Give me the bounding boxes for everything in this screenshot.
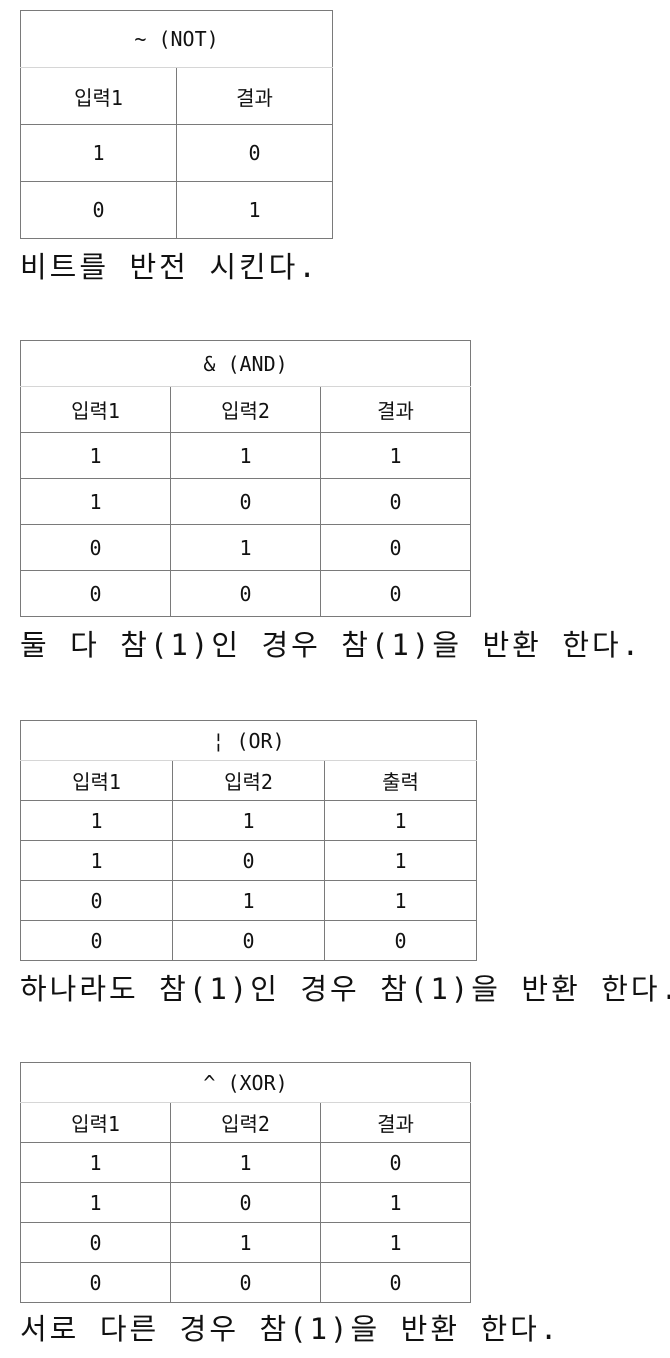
table-row: 1 1 0 <box>20 1142 472 1183</box>
table-header-row: 입력1 입력2 출력 <box>20 760 478 801</box>
table-cell: 0 <box>319 570 472 617</box>
table-cell: 1 <box>20 1142 171 1183</box>
table-caption-row: ¦ (OR) <box>19 720 478 761</box>
xor-section: ^ (XOR) 입력1 입력2 결과 1 1 0 1 0 1 0 1 1 0 0… <box>19 1062 472 1303</box>
table-cell: 0 <box>170 1262 321 1303</box>
xor-description: 서로 다른 경우 참(1)을 반환 한다. <box>20 1312 561 1346</box>
table-caption: ¦ (OR) <box>19 720 478 761</box>
table-row: 0 1 <box>20 181 334 239</box>
table-cell: 1 <box>319 432 472 479</box>
table-cell: 1 <box>170 432 321 479</box>
column-header: 입력2 <box>170 386 321 433</box>
xor-truth-table: ^ (XOR) 입력1 입력2 결과 1 1 0 1 0 1 0 1 1 0 0… <box>19 1062 472 1303</box>
table-cell: 1 <box>323 800 478 841</box>
column-header: 출력 <box>323 760 478 801</box>
table-cell: 1 <box>172 880 325 921</box>
and-truth-table: & (AND) 입력1 입력2 결과 1 1 1 1 0 0 0 1 0 0 0… <box>19 340 472 617</box>
table-row: 0 0 0 <box>20 920 478 961</box>
column-header: 결과 <box>319 1102 472 1143</box>
table-cell: 0 <box>323 920 478 961</box>
table-cell: 0 <box>20 880 173 921</box>
table-cell: 0 <box>20 524 171 571</box>
table-row: 0 0 0 <box>20 570 472 617</box>
table-header-row: 입력1 입력2 결과 <box>20 1102 472 1143</box>
table-cell: 0 <box>170 478 321 525</box>
table-caption-row: & (AND) <box>19 340 472 387</box>
table-cell: 1 <box>170 1142 321 1183</box>
table-cell: 1 <box>20 478 171 525</box>
table-cell: 0 <box>170 1182 321 1223</box>
table-row: 0 1 1 <box>20 1222 472 1263</box>
table-cell: 0 <box>170 570 321 617</box>
table-row: 1 1 1 <box>20 800 478 841</box>
column-header: 입력1 <box>20 386 171 433</box>
table-cell: 1 <box>323 840 478 881</box>
table-row: 1 0 1 <box>20 1182 472 1223</box>
table-caption: & (AND) <box>19 340 472 387</box>
table-row: 1 0 1 <box>20 840 478 881</box>
table-row: 0 1 0 <box>20 524 472 571</box>
column-header: 입력2 <box>170 1102 321 1143</box>
table-cell: 0 <box>319 478 472 525</box>
table-cell: 0 <box>20 1262 171 1303</box>
table-header-row: 입력1 결과 <box>20 67 334 125</box>
table-cell: 0 <box>319 524 472 571</box>
or-section: ¦ (OR) 입력1 입력2 출력 1 1 1 1 0 1 0 1 1 0 0 … <box>19 720 478 961</box>
table-cell: 1 <box>20 124 177 182</box>
table-cell: 0 <box>20 920 173 961</box>
table-row: 0 1 1 <box>20 880 478 921</box>
table-cell: 1 <box>323 880 478 921</box>
column-header: 입력2 <box>172 760 325 801</box>
column-header: 입력1 <box>20 67 177 125</box>
table-cell: 1 <box>170 1222 321 1263</box>
table-header-row: 입력1 입력2 결과 <box>20 386 472 433</box>
table-cell: 0 <box>172 920 325 961</box>
table-caption-row: ~ (NOT) <box>19 10 334 68</box>
table-cell: 1 <box>20 840 173 881</box>
table-cell: 0 <box>20 1222 171 1263</box>
column-header: 입력1 <box>20 760 173 801</box>
table-cell: 0 <box>20 181 177 239</box>
table-cell: 0 <box>20 570 171 617</box>
table-row: 1 0 <box>20 124 334 182</box>
table-cell: 1 <box>20 432 171 479</box>
table-caption: ^ (XOR) <box>19 1062 472 1103</box>
and-section: & (AND) 입력1 입력2 결과 1 1 1 1 0 0 0 1 0 0 0… <box>19 340 472 617</box>
table-cell: 1 <box>319 1182 472 1223</box>
table-cell: 0 <box>175 124 334 182</box>
table-cell: 1 <box>20 1182 171 1223</box>
table-cell: 1 <box>20 800 173 841</box>
column-header: 입력1 <box>20 1102 171 1143</box>
table-cell: 1 <box>319 1222 472 1263</box>
and-description: 둘 다 참(1)인 경우 참(1)을 반환 한다. <box>20 628 643 662</box>
table-cell: 0 <box>319 1142 472 1183</box>
table-row: 1 0 0 <box>20 478 472 525</box>
column-header: 결과 <box>175 67 334 125</box>
table-cell: 0 <box>319 1262 472 1303</box>
not-description: 비트를 반전 시킨다. <box>20 250 319 284</box>
or-description: 하나라도 참(1)인 경우 참(1)을 반환 한다. <box>20 972 670 1006</box>
table-cell: 1 <box>175 181 334 239</box>
not-section: ~ (NOT) 입력1 결과 1 0 0 1 <box>19 10 334 239</box>
not-truth-table: ~ (NOT) 입력1 결과 1 0 0 1 <box>19 10 334 239</box>
table-cell: 1 <box>172 800 325 841</box>
table-row: 1 1 1 <box>20 432 472 479</box>
table-caption-row: ^ (XOR) <box>19 1062 472 1103</box>
table-row: 0 0 0 <box>20 1262 472 1303</box>
table-cell: 1 <box>170 524 321 571</box>
table-caption: ~ (NOT) <box>19 10 334 68</box>
table-cell: 0 <box>172 840 325 881</box>
or-truth-table: ¦ (OR) 입력1 입력2 출력 1 1 1 1 0 1 0 1 1 0 0 … <box>19 720 478 961</box>
column-header: 결과 <box>319 386 472 433</box>
